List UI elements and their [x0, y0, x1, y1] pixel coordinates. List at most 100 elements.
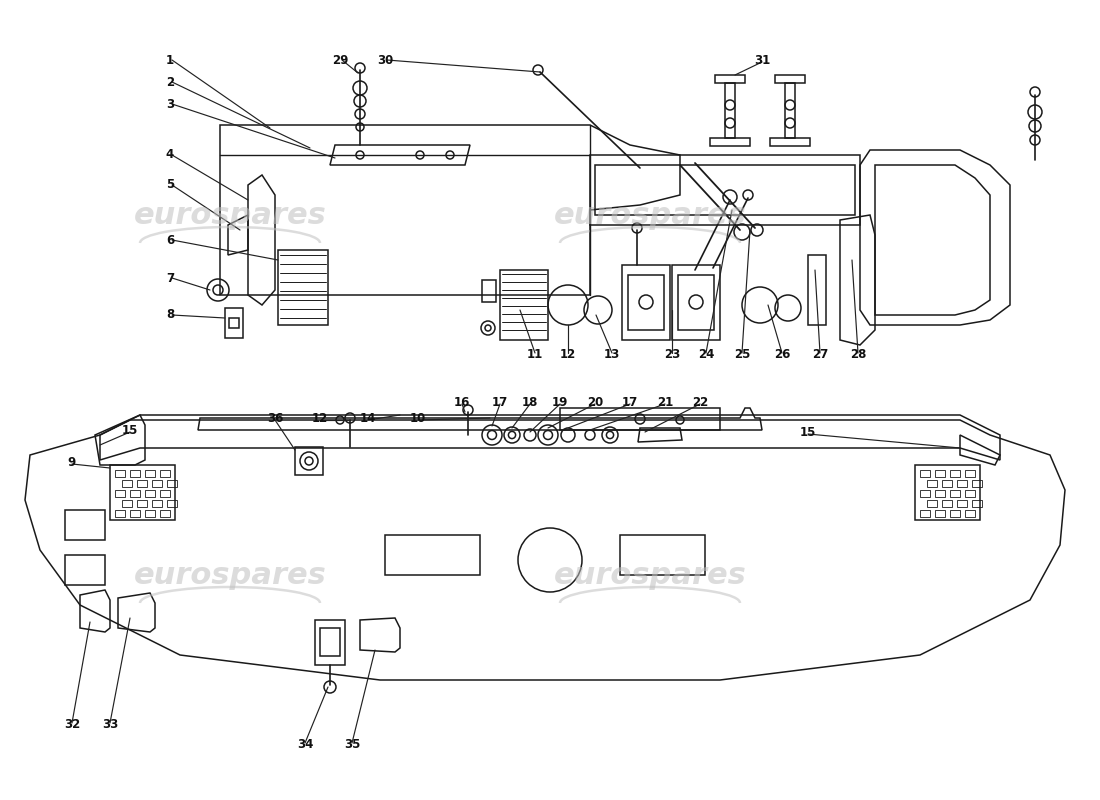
Bar [116, 490, 125, 497]
Bar [808, 255, 826, 325]
Bar [950, 470, 960, 477]
Bar [927, 500, 937, 507]
Bar [226, 308, 243, 338]
Bar [920, 470, 929, 477]
Bar [770, 138, 810, 146]
Text: 36: 36 [267, 411, 283, 425]
Text: 12: 12 [560, 349, 576, 362]
Bar [942, 480, 952, 487]
Bar [621, 265, 670, 340]
Text: eurospares: eurospares [133, 561, 327, 590]
Bar [130, 490, 140, 497]
Bar [116, 470, 125, 477]
Bar [160, 470, 170, 477]
Bar [710, 138, 750, 146]
Bar [920, 510, 929, 517]
Text: 2: 2 [166, 75, 174, 89]
Bar [130, 510, 140, 517]
Bar [935, 470, 945, 477]
Text: 29: 29 [332, 54, 349, 66]
Text: eurospares: eurospares [553, 201, 747, 230]
Text: 30: 30 [377, 54, 393, 66]
Text: 17: 17 [621, 395, 638, 409]
Bar [560, 408, 720, 430]
Text: 10: 10 [410, 411, 426, 425]
Bar [145, 510, 155, 517]
Bar [385, 535, 480, 575]
Bar [935, 510, 945, 517]
Bar [167, 500, 177, 507]
Bar [160, 510, 170, 517]
Text: 13: 13 [604, 349, 620, 362]
Text: 3: 3 [166, 98, 174, 110]
Bar [628, 275, 664, 330]
Text: eurospares: eurospares [553, 561, 747, 590]
Bar [927, 480, 937, 487]
Bar [167, 480, 177, 487]
Text: 6: 6 [166, 234, 174, 246]
Bar [678, 275, 714, 330]
Text: 14: 14 [360, 411, 376, 425]
Bar [957, 500, 967, 507]
Bar [152, 500, 162, 507]
Bar [65, 510, 104, 540]
Bar [965, 490, 975, 497]
Text: 28: 28 [850, 349, 866, 362]
Text: 25: 25 [734, 349, 750, 362]
Text: 27: 27 [812, 349, 828, 362]
Bar [785, 83, 795, 138]
Bar [725, 83, 735, 138]
Text: 32: 32 [64, 718, 80, 731]
Bar [972, 500, 982, 507]
Bar [957, 480, 967, 487]
Text: 8: 8 [166, 309, 174, 322]
Bar [122, 480, 132, 487]
Bar [776, 75, 805, 83]
Text: 33: 33 [102, 718, 118, 731]
Text: 23: 23 [664, 349, 680, 362]
Text: 21: 21 [657, 395, 673, 409]
Text: 18: 18 [521, 395, 538, 409]
Text: 34: 34 [297, 738, 313, 751]
Text: 20: 20 [587, 395, 603, 409]
Bar [145, 470, 155, 477]
Text: 24: 24 [697, 349, 714, 362]
Text: 15: 15 [122, 423, 139, 437]
Bar [122, 500, 132, 507]
Bar [138, 480, 147, 487]
Text: 26: 26 [773, 349, 790, 362]
Bar [950, 510, 960, 517]
Bar [965, 510, 975, 517]
Bar [972, 480, 982, 487]
Bar [116, 510, 125, 517]
Bar [152, 480, 162, 487]
Bar [942, 500, 952, 507]
Bar [672, 265, 721, 340]
Text: 5: 5 [166, 178, 174, 191]
Bar [110, 465, 175, 520]
Bar [138, 500, 147, 507]
Bar [915, 465, 980, 520]
Bar [935, 490, 945, 497]
Bar [920, 490, 929, 497]
Bar [315, 620, 345, 665]
Bar [130, 470, 140, 477]
Text: 15: 15 [800, 426, 816, 438]
Bar [715, 75, 745, 83]
Text: 16: 16 [454, 395, 470, 409]
Bar [950, 490, 960, 497]
Bar [160, 490, 170, 497]
Bar [482, 280, 496, 302]
Text: 9: 9 [68, 455, 76, 469]
Text: 22: 22 [692, 395, 708, 409]
Text: 31: 31 [754, 54, 770, 66]
Bar [620, 535, 705, 575]
Bar [295, 447, 323, 475]
Text: 12: 12 [312, 411, 328, 425]
Text: 7: 7 [166, 271, 174, 285]
Text: 17: 17 [492, 395, 508, 409]
Text: 4: 4 [166, 149, 174, 162]
Text: 19: 19 [552, 395, 569, 409]
Text: 11: 11 [527, 349, 543, 362]
Bar [278, 250, 328, 325]
